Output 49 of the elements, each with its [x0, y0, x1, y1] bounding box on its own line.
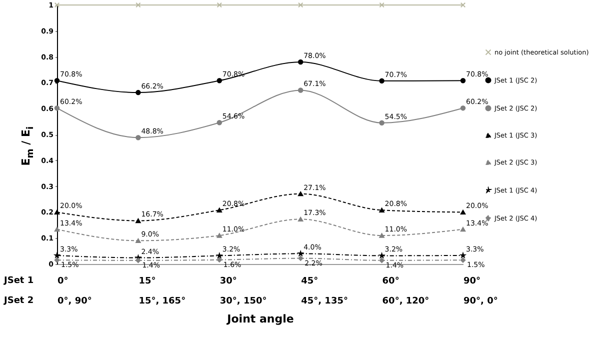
- x-axis-title: Joint angle: [226, 312, 294, 326]
- point: [54, 210, 60, 215]
- text: 60°, 120°: [382, 296, 430, 306]
- point: [460, 105, 466, 111]
- point: [54, 226, 60, 232]
- point: [298, 59, 304, 65]
- point: [216, 233, 222, 238]
- point: [136, 134, 141, 140]
- point: [216, 257, 222, 262]
- point: [136, 218, 141, 224]
- text: 45°, 135°: [301, 296, 348, 306]
- point: [460, 210, 466, 215]
- point: [379, 233, 384, 238]
- point: [460, 78, 466, 84]
- point: [460, 226, 466, 232]
- point: [54, 78, 60, 84]
- text: JSet 2: [4, 296, 34, 306]
- point: [298, 2, 304, 8]
- point: [379, 78, 384, 84]
- text: 0°, 90°: [58, 296, 92, 306]
- point: [298, 191, 304, 196]
- text: 90°, 0°: [464, 296, 498, 306]
- point: [136, 90, 141, 96]
- point: [298, 256, 304, 261]
- point: [379, 258, 384, 263]
- point: [136, 258, 141, 263]
- point: [216, 120, 222, 126]
- point: [379, 208, 384, 212]
- text: 15°, 165°: [138, 296, 186, 306]
- point: [136, 238, 141, 244]
- x-tick-label: 15°: [138, 276, 156, 286]
- point: [136, 2, 141, 8]
- point: [216, 2, 222, 8]
- x-tick-label: 90°: [464, 276, 481, 286]
- point: [298, 88, 304, 93]
- point: [54, 257, 60, 263]
- point: [460, 257, 466, 263]
- point: [216, 208, 222, 212]
- x-tick-label: 30°: [220, 276, 237, 286]
- point: [379, 2, 384, 8]
- x-tick-label: 45°: [301, 276, 318, 286]
- point: [54, 105, 60, 111]
- point: [298, 216, 304, 222]
- x-tick-label: 60°: [382, 276, 400, 286]
- text: 30°, 150°: [220, 296, 267, 306]
- point: [216, 78, 222, 84]
- x-tick-label: 0°: [58, 276, 68, 286]
- point: [379, 120, 384, 126]
- text: JSet 1: [4, 276, 34, 286]
